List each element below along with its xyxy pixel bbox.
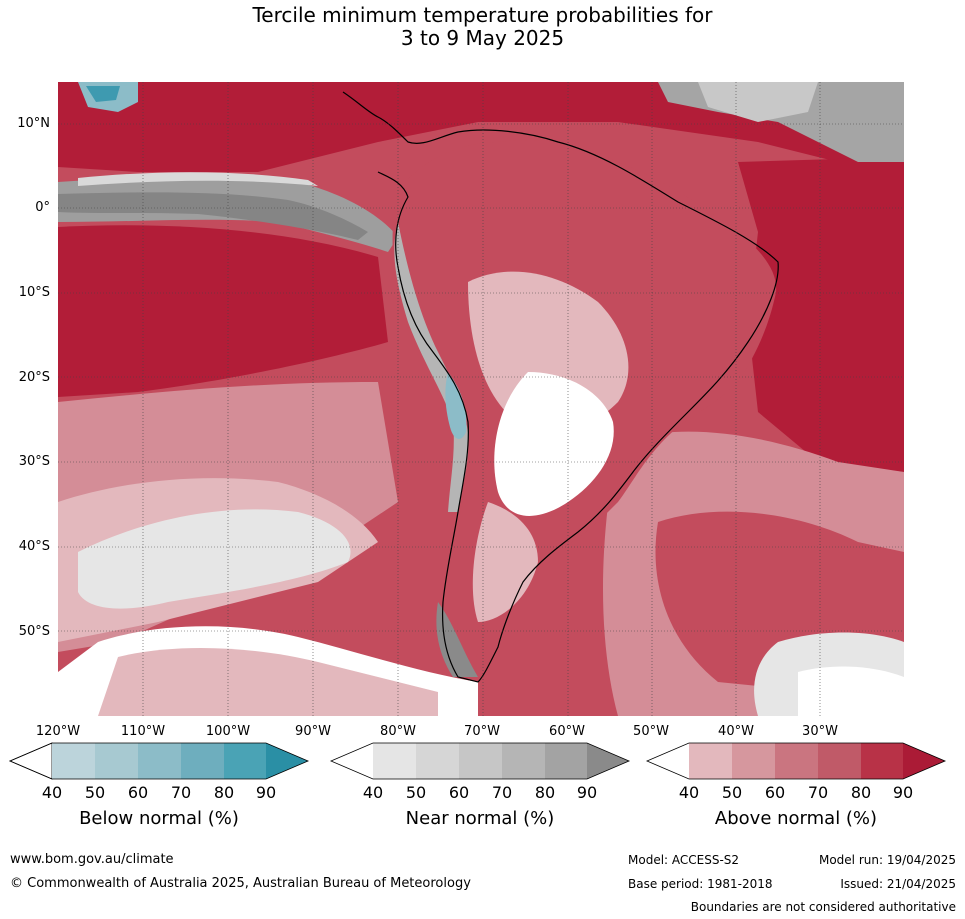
above-tick-50: 50 [721, 783, 743, 802]
below-tick-80: 80 [213, 783, 235, 802]
lon-label-120w: 120°W [35, 724, 81, 739]
legend-above-normal [645, 742, 947, 780]
lon-label-110w: 110°W [120, 724, 166, 739]
lat-label-40s: 40°S [18, 539, 50, 554]
lat-label-0: 0° [35, 200, 50, 215]
lat-label-10s: 10°S [18, 285, 50, 300]
legend-near-normal [329, 742, 631, 780]
legend-below-normal [8, 742, 310, 780]
lon-label-30w: 30°W [802, 724, 838, 739]
colorbar-near-normal [329, 742, 631, 780]
footer-model: Model: ACCESS-S2 [628, 853, 740, 867]
probability-map [58, 82, 904, 716]
footer-disclaimer: Boundaries are not considered authoritat… [690, 900, 956, 914]
near-tick-60: 60 [448, 783, 470, 802]
map-title: Tercile minimum temperature probabilitie… [0, 4, 965, 50]
colorbar-above-normal [645, 742, 947, 780]
lat-label-10n: 10°N [17, 116, 50, 131]
footer-copyright: © Commonwealth of Australia 2025, Austra… [10, 876, 471, 891]
above-tick-90: 90 [892, 783, 914, 802]
lon-label-90w: 90°W [295, 724, 331, 739]
above-tick-80: 80 [850, 783, 872, 802]
legend-title-above: Above normal (%) [714, 808, 878, 829]
lon-label-60w: 60°W [549, 724, 585, 739]
map-title-line1: Tercile minimum temperature probabilitie… [252, 3, 713, 27]
near-tick-40: 40 [362, 783, 384, 802]
above-tick-40: 40 [678, 783, 700, 802]
near-tick-90: 90 [576, 783, 598, 802]
footer-issued: Issued: 21/04/2025 [840, 877, 956, 891]
lon-label-80w: 80°W [380, 724, 416, 739]
lon-label-40w: 40°W [718, 724, 754, 739]
footer-base-period: Base period: 1981-2018 [628, 877, 773, 891]
above-tick-70: 70 [807, 783, 829, 802]
lon-label-100w: 100°W [205, 724, 251, 739]
lat-label-30s: 30°S [18, 454, 50, 469]
colorbar-below-normal [8, 742, 310, 780]
near-tick-70: 70 [491, 783, 513, 802]
lat-label-20s: 20°S [18, 370, 50, 385]
lon-label-70w: 70°W [464, 724, 500, 739]
footer-website-link[interactable]: www.bom.gov.au/climate [10, 852, 174, 867]
legend-title-near: Near normal (%) [405, 808, 555, 829]
footer-model-run: Model run: 19/04/2025 [818, 853, 956, 867]
below-tick-40: 40 [41, 783, 63, 802]
below-tick-50: 50 [84, 783, 106, 802]
map-title-line2: 3 to 9 May 2025 [400, 26, 565, 50]
lon-label-50w: 50°W [633, 724, 669, 739]
lat-label-50s: 50°S [18, 624, 50, 639]
legend-title-below: Below normal (%) [79, 808, 239, 829]
below-tick-60: 60 [127, 783, 149, 802]
near-tick-50: 50 [405, 783, 427, 802]
below-tick-70: 70 [170, 783, 192, 802]
below-tick-90: 90 [255, 783, 277, 802]
above-tick-60: 60 [764, 783, 786, 802]
near-tick-80: 80 [534, 783, 556, 802]
